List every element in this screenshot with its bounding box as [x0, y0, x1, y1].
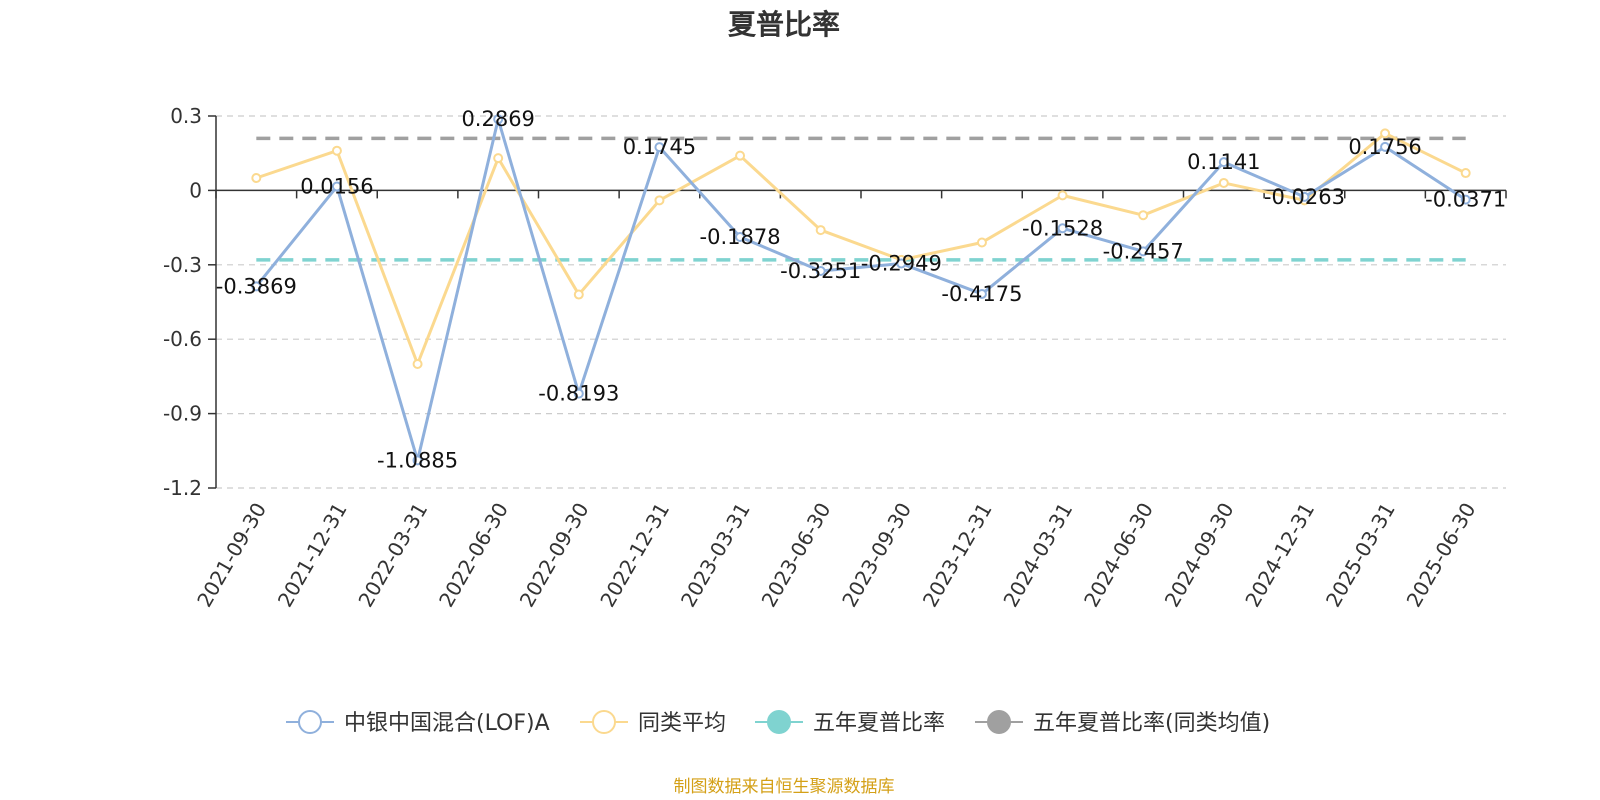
legend-marker [298, 710, 322, 734]
legend-label: 中银中国混合(LOF)A [344, 711, 550, 736]
data-label: 0.1745 [623, 135, 696, 159]
x-tick-label: 2024-03-31 [998, 499, 1077, 612]
data-point[interactable] [735, 231, 746, 242]
data-point[interactable] [251, 173, 262, 183]
source-note: 制图数据来自恒生聚源数据库 [674, 777, 895, 797]
data-label: 0.1756 [1348, 135, 1421, 159]
legend[interactable]: 中银中国混合(LOF)A 同类平均 五年夏普比率 五年夏普比率(同类均值) [286, 710, 1270, 736]
data-point[interactable] [896, 258, 907, 269]
data-point[interactable] [976, 237, 987, 248]
x-tick-label: 2021-09-30 [192, 499, 271, 612]
data-point[interactable] [1460, 168, 1471, 179]
x-tick-label: 2023-09-30 [837, 499, 916, 612]
data-point[interactable] [735, 150, 746, 161]
data-point[interactable] [573, 388, 584, 399]
data-point[interactable] [1218, 157, 1229, 168]
data-label: -0.4175 [941, 282, 1022, 306]
x-tick-label: 2024-06-30 [1079, 499, 1158, 612]
reference-lines [256, 136, 1466, 262]
data-label: -0.1528 [1022, 216, 1103, 240]
x-tick-label: 2025-06-30 [1402, 499, 1481, 612]
x-tick-label: 2023-03-31 [676, 499, 755, 612]
data-label: -1.0885 [377, 448, 458, 472]
x-tick-label: 2023-12-31 [918, 499, 997, 612]
data-point[interactable] [331, 145, 342, 156]
data-point[interactable] [493, 114, 504, 125]
data-point[interactable] [1057, 190, 1068, 201]
legend-label: 五年夏普比率(同类均值) [1033, 711, 1270, 736]
data-label: -0.0263 [1264, 185, 1345, 209]
legend-item[interactable]: 五年夏普比率 [755, 710, 945, 736]
data-point[interactable] [331, 181, 342, 192]
data-point[interactable] [412, 359, 423, 369]
data-label: -0.3251 [780, 259, 861, 283]
legend-item[interactable]: 同类平均 [580, 710, 726, 736]
data-point[interactable] [1380, 141, 1391, 152]
data-point[interactable] [251, 281, 262, 292]
x-tick-label: 2024-12-31 [1240, 499, 1319, 612]
series-lines [251, 114, 1471, 466]
x-tick-label: 2024-09-30 [1160, 499, 1239, 612]
data-label: 0.2869 [461, 107, 534, 131]
y-tick-label: 0 [189, 178, 202, 202]
data-label: -0.2949 [861, 252, 942, 276]
series-line [255, 131, 1467, 366]
data-point[interactable] [412, 455, 423, 466]
legend-label: 同类平均 [638, 711, 726, 736]
y-tick-label: -0.6 [163, 327, 202, 351]
data-point[interactable] [1138, 246, 1149, 257]
data-label: -0.3869 [216, 274, 297, 298]
data-point[interactable] [1299, 191, 1310, 202]
data-label: -0.0371 [1425, 188, 1506, 212]
legend-marker [987, 710, 1011, 734]
grid [216, 115, 1506, 489]
x-tick-label: 2022-09-30 [515, 499, 594, 612]
x-tick-label: 2022-06-30 [434, 499, 513, 612]
data-label: -0.1878 [700, 225, 781, 249]
x-tick-label: 2022-03-31 [353, 499, 432, 612]
data-point[interactable] [976, 288, 987, 299]
data-point[interactable] [573, 289, 584, 300]
chart-title: 夏普比率 [728, 8, 840, 41]
data-point[interactable] [1138, 210, 1149, 221]
x-tick-label: 2025-03-31 [1321, 499, 1400, 612]
data-label: 0.0156 [300, 175, 373, 199]
series-line [255, 117, 1467, 462]
data-point[interactable] [1218, 177, 1229, 188]
data-point[interactable] [815, 266, 826, 277]
x-tick-label: 2022-12-31 [595, 499, 674, 612]
data-label: -0.8193 [538, 382, 619, 406]
x-tick-label: 2021-12-31 [273, 499, 352, 612]
legend-marker [592, 710, 616, 734]
data-label: 0.1141 [1187, 150, 1260, 174]
y-tick-label: -0.3 [163, 253, 202, 277]
data-point[interactable] [1057, 223, 1068, 234]
data-point[interactable] [654, 195, 665, 206]
legend-item[interactable]: 中银中国混合(LOF)A [286, 710, 550, 736]
x-tick-label: 2023-06-30 [757, 499, 836, 612]
y-tick-label: -0.9 [163, 402, 202, 426]
legend-label: 五年夏普比率 [813, 711, 945, 736]
data-labels: -0.3869 0.0156 -1.0885 0.2869 -0.8193 0.1745 -… [216, 107, 1506, 472]
data-point[interactable] [654, 142, 665, 153]
data-point[interactable] [1460, 194, 1471, 205]
y-tick-label: -1.2 [163, 476, 202, 500]
y-tick-label: 0.3 [170, 104, 202, 128]
legend-marker [767, 710, 791, 734]
data-point[interactable] [1380, 128, 1391, 139]
data-point[interactable] [815, 225, 826, 236]
data-point[interactable] [493, 153, 504, 164]
data-label: -0.2457 [1103, 239, 1184, 263]
legend-item[interactable]: 五年夏普比率(同类均值) [975, 710, 1270, 736]
